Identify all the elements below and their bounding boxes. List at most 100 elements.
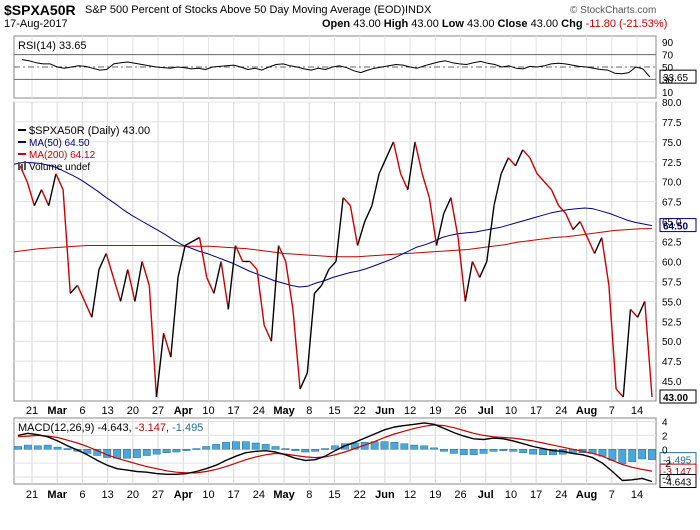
x-tick-label: 21 — [26, 405, 38, 417]
macd-histogram-bar — [261, 444, 270, 450]
rsi-tick-label: 30 — [662, 75, 674, 86]
x-tick-label: 13 — [102, 405, 114, 417]
macd-histogram-bar — [142, 449, 151, 456]
price-line-segment — [270, 245, 280, 342]
price-line-segment — [105, 253, 115, 278]
macd-histogram-bar — [281, 448, 290, 450]
macd-histogram-bar — [499, 449, 508, 451]
x-tick-label: 20 — [127, 405, 139, 417]
symbol: $SPXA50R — [4, 2, 76, 18]
price-line-segment — [141, 261, 150, 286]
macd-tick-label: -4 — [662, 473, 671, 484]
price-tick-label: 80.0 — [662, 98, 682, 109]
price-line-segment — [493, 173, 502, 206]
macd-histogram-bar — [519, 449, 528, 453]
macd-panel: MACD(12,26,9) -4.643, -3.147, -1.495-1.4… — [14, 422, 697, 489]
price-current-tag: 43.00 — [659, 389, 697, 404]
legend-ma200: MA(200) 64.12 — [29, 150, 96, 161]
x-tick-label: Jul — [478, 405, 494, 417]
legend-ma50: MA(50) 64.50 — [29, 138, 90, 149]
rsi-line — [21, 59, 651, 78]
ma50-tag-box — [659, 218, 697, 233]
legend-swatch — [24, 161, 26, 170]
price-line-segment — [162, 333, 172, 358]
macd-tick-label: 0 — [662, 445, 668, 456]
macd-value-tag-box — [659, 474, 697, 489]
price-line-segment — [565, 213, 574, 230]
legend-price: $SPXA50R (Daily) 43.00 — [29, 125, 150, 137]
x-tick-label: Apr — [174, 405, 194, 417]
price-tick-label: 70.0 — [662, 178, 682, 189]
x-tick-label: 17 — [228, 489, 240, 501]
macd-histogram-bar — [628, 449, 637, 463]
x-tick-label: Jun — [375, 489, 395, 501]
x-tick-label: 26 — [454, 489, 466, 501]
macd-histogram-bar — [63, 448, 72, 450]
price-line-segment — [306, 293, 316, 374]
macd-histogram-bar — [549, 449, 557, 456]
price-line-segment — [644, 301, 653, 398]
price-line-segment — [213, 261, 222, 294]
macd-histogram-bar — [509, 449, 518, 452]
price-line-segment — [543, 181, 552, 191]
x-tick-label: 6 — [79, 489, 85, 501]
price-line-segment — [184, 240, 193, 247]
legend-swatch — [18, 162, 20, 170]
macd-histogram-bar — [489, 449, 498, 452]
price-line-segment — [234, 245, 244, 262]
price-tick-label: 75.0 — [662, 138, 682, 149]
price-tick-label: 77.5 — [662, 118, 682, 129]
macd-label: MACD(12,26,9) -4.643, -3.147, -1.495 — [18, 422, 203, 434]
macd-label-signal: -3.147 — [135, 422, 166, 434]
price-line-segment — [292, 309, 301, 390]
price-tick-label: 65.0 — [662, 218, 682, 229]
rsi-tick-label: 70 — [662, 51, 674, 62]
price-line-segment — [249, 260, 258, 270]
macd-histogram-bar — [232, 441, 240, 450]
x-tick-label: 15 — [328, 405, 340, 417]
macd-histogram-bar — [539, 449, 547, 456]
macd-histogram-bar — [53, 446, 62, 450]
price-line-segment — [335, 197, 344, 262]
price-current-tag-box — [659, 389, 697, 404]
price-line-segment — [227, 245, 237, 310]
x-tick-label: 8 — [306, 405, 312, 417]
high-value: 43.00 — [411, 18, 439, 30]
price-line-segment — [48, 173, 57, 206]
macd-histogram-bar — [271, 446, 280, 450]
x-tick-label: 10 — [202, 405, 214, 417]
description: S&P 500 Percent of Stocks Above 50 Day M… — [85, 4, 405, 16]
price-line-segment — [40, 189, 50, 206]
price-line-segment — [514, 149, 524, 167]
x-tick-label: 14 — [631, 489, 643, 501]
rsi-tick-label: 50 — [662, 63, 674, 74]
macd-histogram-bar — [83, 449, 92, 454]
price-line-segment — [62, 189, 71, 294]
x-tick-label: 14 — [631, 405, 643, 417]
price-tick-label: 47.5 — [662, 357, 682, 368]
x-tick-label: 6 — [79, 405, 85, 417]
macd-histogram-bar — [33, 445, 42, 450]
price-tick-label: 72.5 — [662, 158, 682, 169]
legend-swatch — [21, 164, 23, 170]
price-line-segment — [593, 237, 603, 254]
price-line-segment — [385, 141, 395, 159]
macd-histogram-bar — [638, 449, 647, 460]
low-value: 43.00 — [466, 18, 495, 30]
price-line-segment — [98, 253, 107, 270]
macd-histogram-bar — [162, 449, 171, 453]
macd-hist-tag-value: -1.495 — [663, 456, 692, 467]
price-line-segment — [313, 284, 323, 294]
price-line-segment — [342, 197, 351, 207]
x-tick-label: 24 — [253, 405, 265, 417]
macd-hist-tag: -1.495 — [659, 452, 697, 467]
macd-label-hist: -1.495 — [172, 422, 203, 434]
macd-histogram-bar — [212, 444, 221, 450]
price-line-segment — [69, 284, 78, 294]
x-tick-label: 24 — [253, 489, 265, 501]
macd-histogram-bar — [23, 444, 32, 450]
x-tick-label: 26 — [454, 405, 466, 417]
rsi-label: RSI(14) 33.65 — [18, 40, 86, 52]
